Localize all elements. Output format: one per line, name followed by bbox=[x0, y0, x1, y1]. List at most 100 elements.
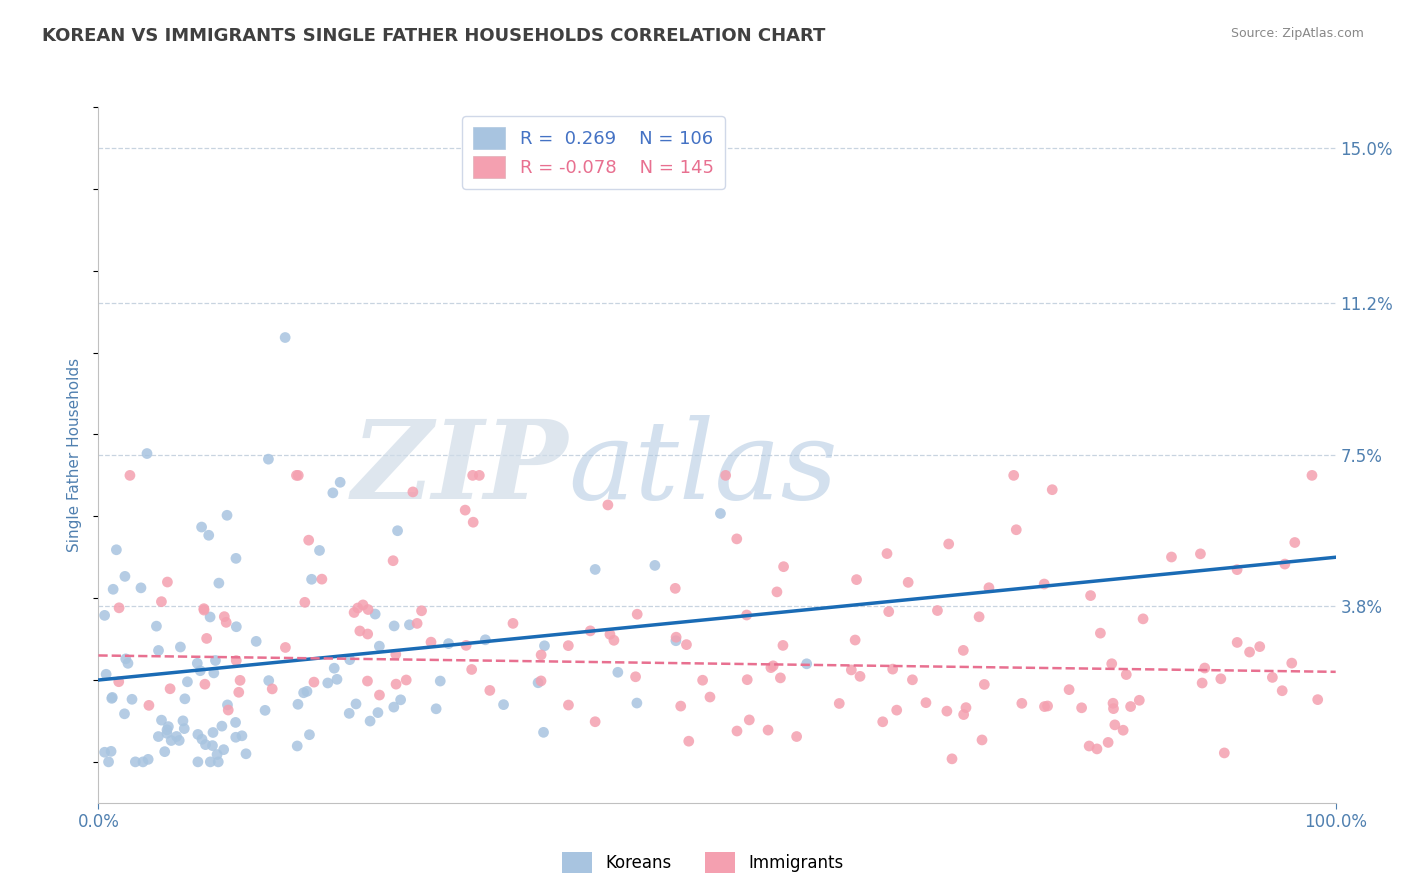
Point bbox=[725, 724, 748, 739]
Point bbox=[478, 683, 501, 698]
Point bbox=[938, 537, 960, 551]
Point bbox=[769, 671, 792, 685]
Point bbox=[217, 703, 239, 717]
Point bbox=[1194, 661, 1216, 675]
Point bbox=[1274, 557, 1296, 571]
Point bbox=[665, 630, 688, 644]
Point bbox=[1261, 670, 1284, 684]
Point bbox=[665, 633, 688, 648]
Point bbox=[329, 475, 352, 490]
Point bbox=[927, 603, 949, 617]
Point bbox=[295, 684, 318, 698]
Point bbox=[356, 674, 378, 689]
Point bbox=[786, 730, 808, 744]
Point bbox=[735, 607, 758, 622]
Point bbox=[207, 755, 229, 769]
Point bbox=[420, 635, 443, 649]
Point bbox=[1057, 682, 1080, 697]
Point bbox=[492, 698, 515, 712]
Point bbox=[124, 755, 146, 769]
Point bbox=[367, 706, 389, 720]
Point bbox=[1306, 692, 1329, 706]
Point bbox=[190, 520, 212, 534]
Point bbox=[772, 639, 794, 653]
Point bbox=[1249, 640, 1271, 654]
Point bbox=[460, 663, 482, 677]
Point bbox=[1040, 483, 1063, 497]
Point bbox=[93, 745, 115, 759]
Point bbox=[166, 730, 188, 744]
Point bbox=[738, 713, 761, 727]
Point bbox=[398, 617, 420, 632]
Point bbox=[215, 508, 238, 523]
Point bbox=[308, 543, 330, 558]
Legend: R =  0.269    N = 106, R = -0.078    N = 145: R = 0.269 N = 106, R = -0.078 N = 145 bbox=[463, 116, 724, 189]
Point bbox=[217, 698, 239, 712]
Text: KOREAN VS IMMIGRANTS SINGLE FATHER HOUSEHOLDS CORRELATION CHART: KOREAN VS IMMIGRANTS SINGLE FATHER HOUSE… bbox=[42, 27, 825, 45]
Point bbox=[311, 572, 333, 586]
Point bbox=[1104, 718, 1126, 732]
Point bbox=[389, 693, 412, 707]
Point bbox=[118, 468, 141, 483]
Point bbox=[343, 606, 366, 620]
Point bbox=[886, 703, 908, 717]
Point bbox=[225, 620, 247, 634]
Point bbox=[352, 598, 374, 612]
Point bbox=[849, 669, 872, 683]
Point bbox=[1271, 683, 1294, 698]
Point bbox=[1132, 612, 1154, 626]
Point bbox=[349, 624, 371, 638]
Point bbox=[1101, 657, 1123, 671]
Point bbox=[150, 595, 173, 609]
Text: ZIP: ZIP bbox=[352, 415, 568, 523]
Point bbox=[897, 575, 920, 590]
Point bbox=[101, 690, 124, 705]
Point bbox=[533, 639, 555, 653]
Point bbox=[114, 569, 136, 583]
Point bbox=[735, 673, 758, 687]
Point bbox=[759, 660, 782, 674]
Point bbox=[557, 639, 579, 653]
Point bbox=[841, 663, 863, 677]
Point bbox=[474, 632, 496, 647]
Point bbox=[1115, 667, 1137, 681]
Point bbox=[596, 498, 619, 512]
Point bbox=[202, 665, 225, 680]
Point bbox=[385, 648, 408, 662]
Point bbox=[502, 616, 524, 631]
Point bbox=[385, 677, 408, 691]
Point bbox=[603, 633, 626, 648]
Point bbox=[94, 667, 117, 681]
Point bbox=[285, 468, 308, 483]
Point bbox=[406, 616, 429, 631]
Point bbox=[756, 723, 779, 737]
Point bbox=[872, 714, 894, 729]
Point bbox=[395, 673, 418, 687]
Point bbox=[208, 576, 231, 591]
Point bbox=[828, 697, 851, 711]
Point bbox=[955, 700, 977, 714]
Point bbox=[188, 664, 211, 678]
Point bbox=[877, 605, 900, 619]
Point bbox=[1284, 535, 1306, 549]
Point bbox=[285, 739, 308, 753]
Point bbox=[364, 607, 387, 621]
Point bbox=[344, 697, 367, 711]
Point bbox=[160, 733, 183, 747]
Point bbox=[1226, 635, 1249, 649]
Point bbox=[454, 503, 477, 517]
Point bbox=[225, 731, 247, 745]
Point bbox=[709, 507, 731, 521]
Point bbox=[357, 602, 380, 616]
Point bbox=[967, 609, 990, 624]
Point bbox=[198, 610, 221, 624]
Point bbox=[624, 670, 647, 684]
Point bbox=[114, 706, 136, 721]
Point bbox=[533, 725, 555, 739]
Point bbox=[1189, 547, 1212, 561]
Point bbox=[530, 648, 553, 662]
Point bbox=[225, 715, 247, 730]
Point bbox=[626, 696, 648, 710]
Point bbox=[167, 733, 190, 747]
Point bbox=[212, 742, 235, 756]
